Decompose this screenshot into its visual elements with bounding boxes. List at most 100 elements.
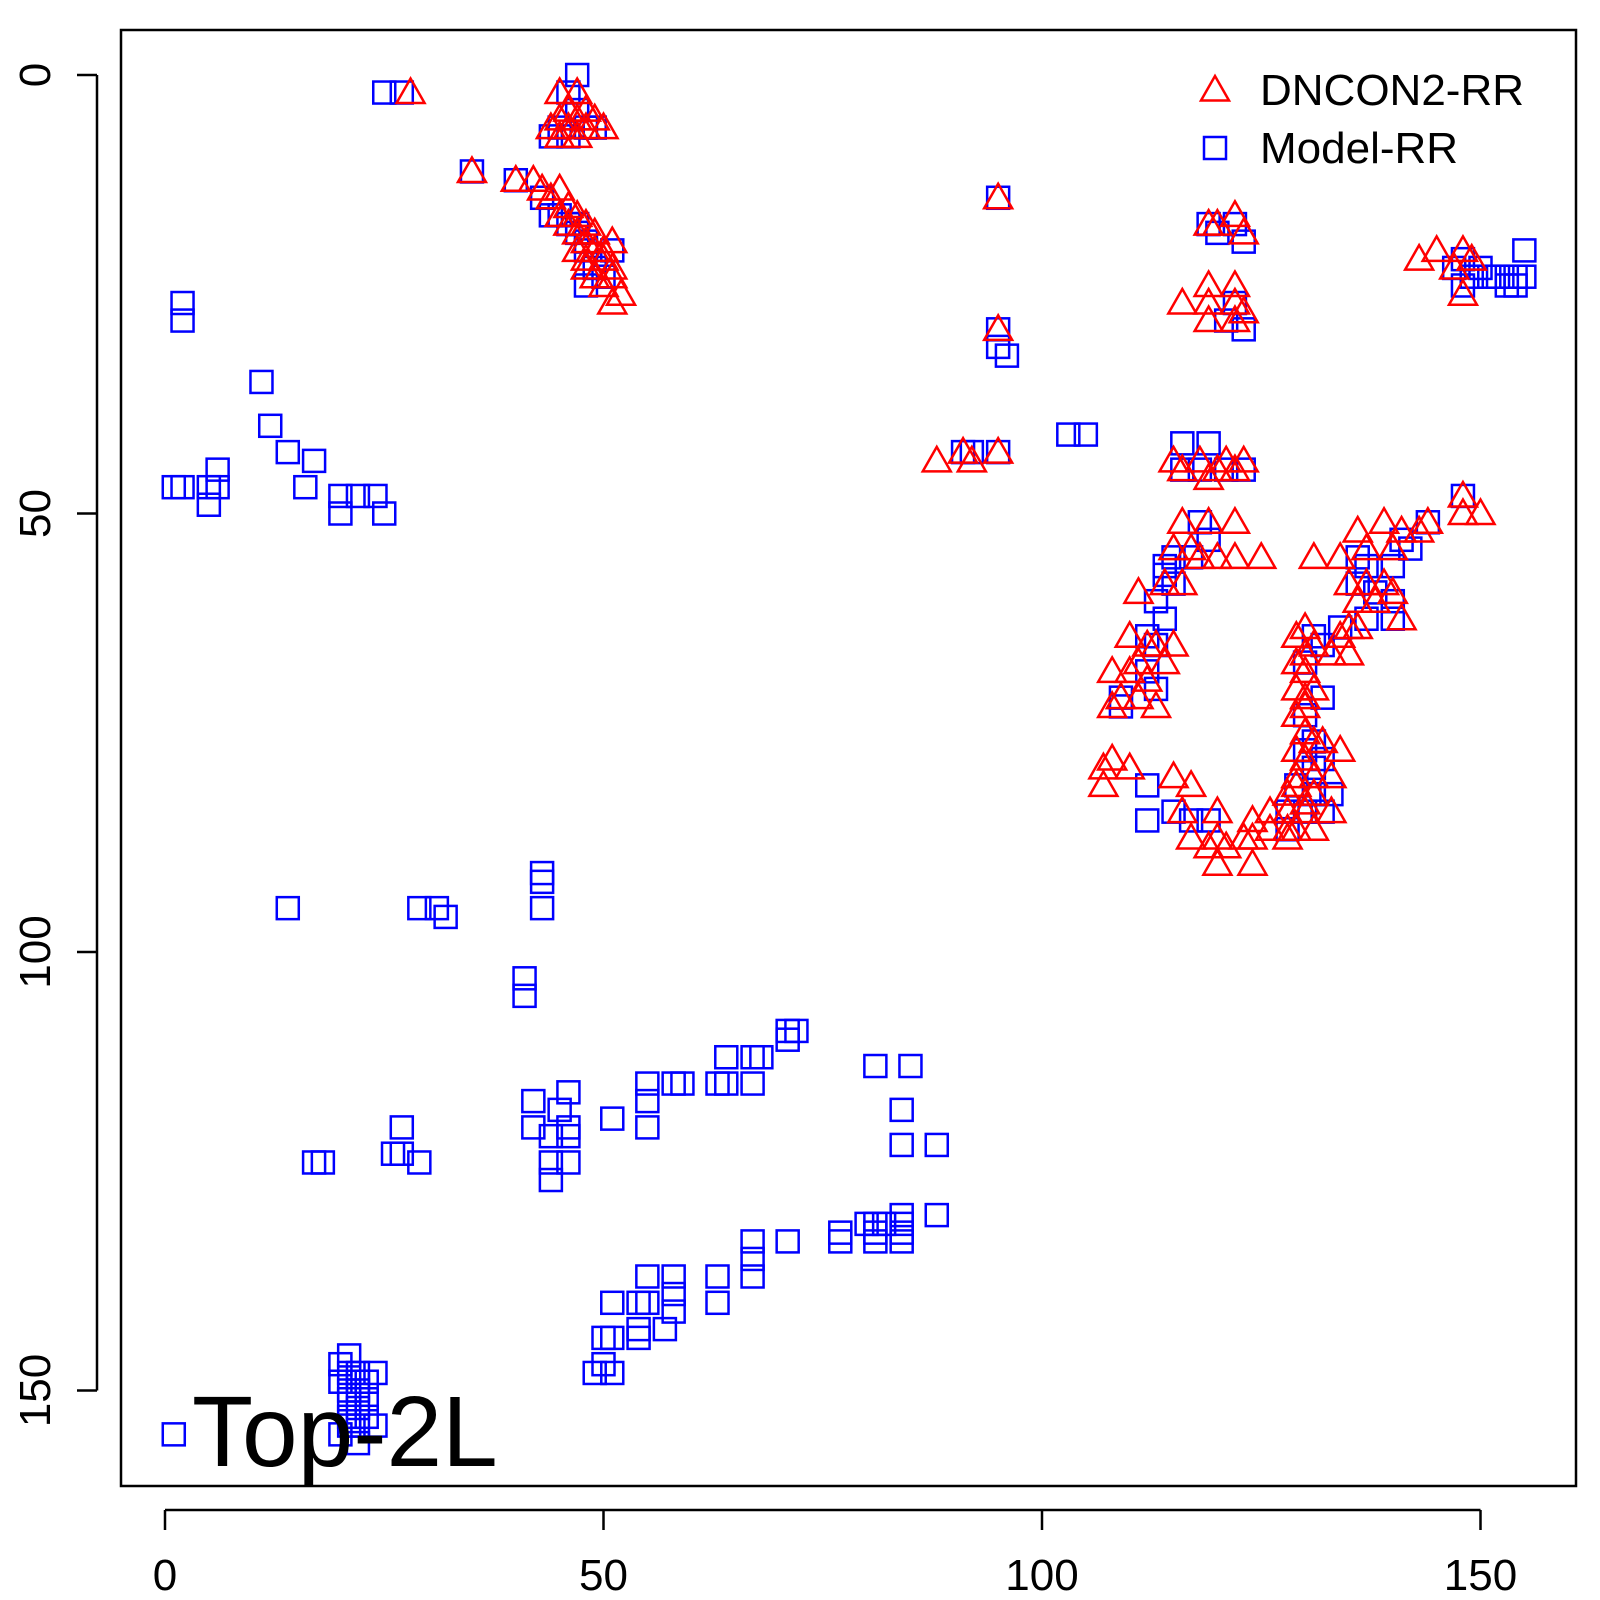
data-point-square (407, 1150, 432, 1175)
data-point-triangle (1288, 742, 1322, 771)
data-point-square (1134, 808, 1160, 833)
data-point-square (345, 483, 371, 509)
data-point-triangle (1192, 830, 1225, 859)
data-point-square (784, 1018, 809, 1044)
data-point-triangle (499, 163, 532, 192)
data-point-triangle (1122, 681, 1155, 710)
data-point-triangle (1139, 628, 1173, 657)
data-point-triangle (1183, 540, 1217, 570)
data-point-square (345, 1413, 371, 1438)
data-point-square (1301, 624, 1327, 649)
data-point-square (924, 1202, 950, 1228)
data-point-triangle (596, 286, 629, 315)
data-point-square (345, 1378, 371, 1403)
data-point-square (828, 1229, 853, 1254)
data-point-square (740, 1264, 765, 1289)
legend-label: Model-RR (1260, 124, 1458, 173)
data-point-square (1512, 238, 1537, 263)
data-point-square (626, 1316, 651, 1342)
data-point-triangle (1402, 242, 1436, 271)
data-point-square (600, 1106, 625, 1131)
data-point-square (635, 1264, 660, 1289)
data-point-square (328, 1422, 353, 1447)
data-point-square (1459, 264, 1484, 289)
data-point-square (635, 1290, 660, 1316)
data-point-square (345, 1395, 371, 1421)
data-point-square (363, 1413, 388, 1438)
data-point-triangle (1446, 479, 1480, 508)
data-point-square (529, 860, 555, 886)
data-point-square (985, 334, 1011, 360)
data-point-square (1503, 273, 1528, 298)
data-point-triangle (1253, 795, 1287, 824)
data-point-square (1152, 562, 1178, 588)
data-point-square (889, 1097, 914, 1123)
data-point-square (372, 80, 397, 105)
data-point-triangle (561, 119, 594, 149)
data-point-square (275, 439, 301, 465)
data-point-triangle (1113, 751, 1146, 780)
data-point-triangle (981, 435, 1015, 464)
data-point-triangle (1236, 847, 1269, 877)
data-point-square (354, 1387, 379, 1412)
data-point-triangle (1096, 654, 1129, 684)
data-point-square (775, 1018, 800, 1044)
data-point-square (205, 457, 230, 482)
data-point-square (1152, 606, 1178, 631)
data-point-triangle (1280, 760, 1313, 789)
data-point-triangle (1148, 646, 1181, 675)
data-point-triangle (920, 444, 953, 473)
data-point-square (600, 1290, 625, 1316)
data-point-triangle (1288, 681, 1322, 710)
data-point-square (740, 1044, 765, 1070)
data-point-square (1345, 545, 1370, 570)
data-point-triangle (1306, 725, 1339, 754)
legend-marker-square (1202, 135, 1228, 161)
data-point-triangle (1367, 505, 1401, 535)
y-axis: 0 50 100 150 (11, 63, 99, 1427)
data-point-triangle (1148, 567, 1181, 596)
data-point-square (345, 1430, 371, 1456)
data-point-square (749, 1044, 774, 1070)
data-point-triangle (543, 119, 576, 149)
data-point-triangle (1087, 768, 1120, 798)
data-point-square (354, 1404, 379, 1430)
x-tick-label: 50 (579, 1551, 628, 1600)
data-point-triangle (1288, 786, 1322, 815)
data-point-square (556, 1150, 581, 1175)
data-point-triangle (1324, 540, 1357, 570)
data-marks (161, 62, 1537, 1456)
data-point-triangle (1376, 532, 1409, 561)
data-point-square (529, 895, 555, 921)
data-point-triangle (1166, 505, 1199, 535)
data-point-square (1134, 659, 1160, 684)
x-tick-label: 0 (153, 1551, 177, 1600)
y-tick-label: 100 (11, 915, 60, 988)
data-point-triangle (1341, 610, 1374, 640)
data-point-square (512, 966, 537, 991)
data-point-square (328, 1369, 353, 1394)
data-point-triangle (1139, 689, 1173, 719)
data-point-square (740, 1246, 765, 1272)
data-point-square (1380, 588, 1406, 614)
data-point-triangle (1166, 453, 1199, 482)
data-point-square (1056, 422, 1081, 447)
data-point-triangle (1280, 698, 1313, 727)
data-point-triangle (1218, 540, 1252, 570)
data-point-triangle (1113, 654, 1146, 684)
data-point-square (1196, 431, 1221, 456)
data-point-triangle (1350, 567, 1383, 596)
data-point-triangle (1315, 637, 1348, 666)
data-point-square (582, 1360, 607, 1386)
data-point-square (196, 474, 222, 500)
data-point-square (661, 1071, 686, 1096)
data-point-square (863, 1220, 888, 1245)
data-point-triangle (1271, 777, 1304, 806)
data-point-square (1178, 808, 1204, 833)
data-point-square (1231, 229, 1256, 254)
data-point-triangle (534, 181, 568, 210)
data-point-triangle (1271, 821, 1304, 850)
data-point-triangle (1157, 532, 1190, 561)
y-tick-label: 50 (11, 489, 60, 538)
